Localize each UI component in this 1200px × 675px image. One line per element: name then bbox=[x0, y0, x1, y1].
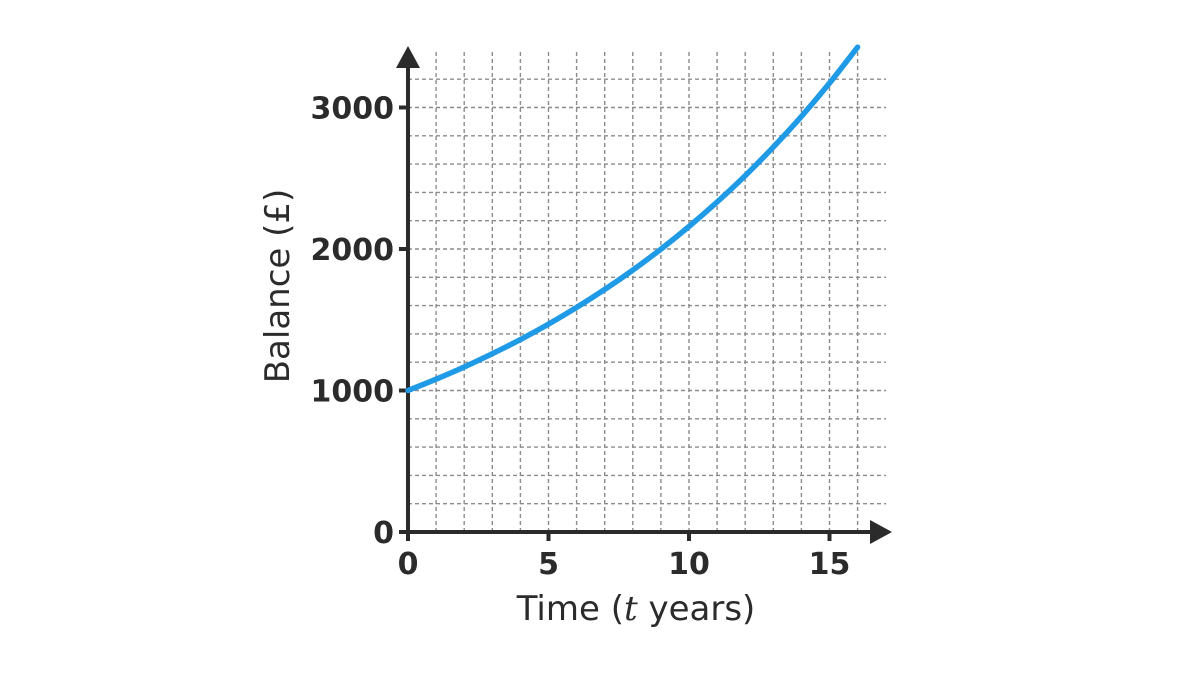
axes bbox=[396, 46, 892, 544]
y-tick-label: 3000 bbox=[311, 92, 395, 127]
x-axis-arrow bbox=[870, 520, 892, 544]
x-tick-label: 15 bbox=[809, 547, 851, 582]
y-tick-label: 1000 bbox=[311, 375, 395, 410]
x-axis-title-prefix: Time ( bbox=[516, 589, 624, 629]
x-axis-title: Time (t years) bbox=[516, 589, 756, 629]
series bbox=[405, 44, 861, 394]
x-axis-title-suffix: years) bbox=[638, 589, 756, 629]
x-tick-label: 0 bbox=[398, 547, 419, 582]
y-axis-title: Balance (£) bbox=[258, 189, 298, 384]
x-tick-label: 5 bbox=[538, 547, 559, 582]
ticks: 0 1000 2000 3000 0 5 10 15 bbox=[311, 92, 851, 583]
x-tick-label: 10 bbox=[668, 547, 710, 582]
x-axis-title-variable: t bbox=[624, 589, 638, 629]
balance-series-line bbox=[405, 44, 861, 394]
grid bbox=[408, 52, 886, 532]
y-tick-label: 2000 bbox=[311, 233, 395, 268]
y-axis-arrow bbox=[396, 46, 420, 68]
y-tick-label: 0 bbox=[373, 516, 394, 551]
